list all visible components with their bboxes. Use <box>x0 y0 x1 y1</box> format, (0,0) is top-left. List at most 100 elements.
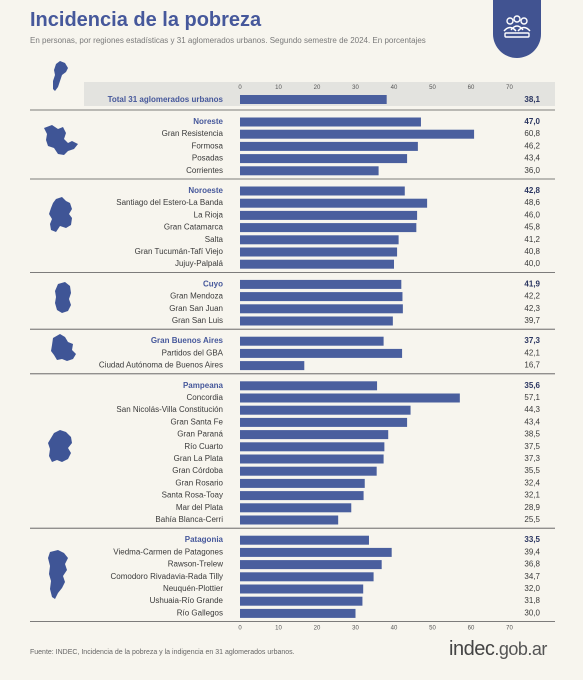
city-bar <box>240 596 363 606</box>
region-label-gran-buenos-aires: Gran Buenos Aires <box>151 336 224 345</box>
city-label: Gran San Juan <box>169 304 223 313</box>
city-label: Gran Paraná <box>177 430 223 439</box>
city-label: San Nicolás-Villa Constitución <box>116 405 223 414</box>
region-bar-cuyo <box>240 279 402 289</box>
city-value: 60,8 <box>524 129 540 138</box>
city-label: La Rioja <box>194 210 224 219</box>
city-bar <box>240 405 411 415</box>
city-value: 37,3 <box>524 454 540 463</box>
city-bar <box>240 393 460 403</box>
gba-map-icon <box>51 334 76 361</box>
city-label: Viedma-Carmen de Patagones <box>113 547 223 556</box>
cuyo-map-icon <box>55 282 71 313</box>
region-bar-gran-buenos-aires <box>240 336 384 346</box>
city-bar <box>240 572 374 582</box>
city-value: 44,3 <box>524 405 540 414</box>
top-axis-tick-50: 50 <box>429 85 436 91</box>
city-bar <box>240 223 417 233</box>
city-bar <box>240 304 403 314</box>
bottom-axis-tick-20: 20 <box>314 626 321 632</box>
region-label-cuyo: Cuyo <box>203 279 223 288</box>
city-value: 41,2 <box>524 235 540 244</box>
city-label: Corrientes <box>186 166 223 175</box>
city-bar <box>240 198 428 208</box>
city-label: Formosa <box>191 141 223 150</box>
city-bar <box>240 442 385 452</box>
city-label: Gran Resistencia <box>162 129 224 138</box>
source-note: Fuente: INDEC, Incidencia de la pobreza … <box>30 649 295 656</box>
city-value: 43,4 <box>524 417 540 426</box>
city-bar <box>240 560 382 570</box>
city-value: 40,8 <box>524 247 540 256</box>
logo-suffix: .gob.ar <box>494 639 547 659</box>
region-value-cuyo: 41,9 <box>524 279 540 288</box>
city-value: 57,1 <box>524 393 540 402</box>
city-label: Santa Rosa-Toay <box>162 491 223 500</box>
city-value: 42,1 <box>524 348 540 357</box>
region-bar-patagonia <box>240 535 369 545</box>
city-value: 28,9 <box>524 503 540 512</box>
city-label: Bahía Blanca-Cerri <box>155 515 223 524</box>
city-label: Partidos del GBA <box>162 348 224 357</box>
bottom-axis-tick-60: 60 <box>468 626 475 632</box>
city-bar <box>240 491 364 501</box>
region-bar-noreste <box>240 117 421 127</box>
city-value: 31,8 <box>524 596 540 605</box>
city-value: 32,0 <box>524 584 540 593</box>
city-value: 48,6 <box>524 198 540 207</box>
top-axis-tick-0: 0 <box>238 85 242 91</box>
city-label: Posadas <box>192 154 223 163</box>
city-label: Ciudad Autónoma de Buenos Aires <box>99 361 223 370</box>
city-label: Gran Tucumán-Tafí Viejo <box>135 247 224 256</box>
city-label: Comodoro Rivadavia-Rada Tilly <box>111 572 224 581</box>
city-value: 42,2 <box>524 292 540 301</box>
city-bar <box>240 608 356 618</box>
city-label: Gran San Luis <box>172 316 223 325</box>
city-bar <box>240 166 379 176</box>
city-bar <box>240 129 475 139</box>
region-value-noreste: 47,0 <box>524 117 540 126</box>
region-value-gran-buenos-aires: 37,3 <box>524 336 540 345</box>
city-bar <box>240 292 403 302</box>
city-label: Neuquén-Plottier <box>163 584 223 593</box>
city-label: Gran Mendoza <box>170 292 223 301</box>
bottom-axis-tick-40: 40 <box>391 626 398 632</box>
city-bar <box>240 247 398 257</box>
region-bar-noroeste <box>240 186 405 196</box>
page-title: Incidencia de la pobreza <box>30 9 262 31</box>
city-bar <box>240 417 408 427</box>
city-value: 46,2 <box>524 141 540 150</box>
city-label: Gran La Plata <box>174 454 224 463</box>
bottom-axis-tick-30: 30 <box>352 626 359 632</box>
city-bar <box>240 430 389 440</box>
page-subtitle: En personas, por regiones estadísticas y… <box>30 36 426 45</box>
city-bar <box>240 547 392 557</box>
region-label-noreste: Noreste <box>193 117 223 126</box>
bottom-axis-tick-50: 50 <box>429 626 436 632</box>
city-value: 16,7 <box>524 361 540 370</box>
city-label: Gran Rosario <box>175 478 223 487</box>
city-label: Salta <box>205 235 224 244</box>
logo-main: indec <box>449 638 495 660</box>
city-label: Concordia <box>187 393 224 402</box>
total-value: 38,1 <box>524 95 540 104</box>
total-bar <box>240 95 387 104</box>
city-value: 30,0 <box>524 608 540 617</box>
city-value: 35,5 <box>524 466 540 475</box>
top-axis-tick-70: 70 <box>506 85 513 91</box>
people-icon <box>503 15 531 38</box>
city-bar <box>240 361 305 371</box>
city-bar <box>240 316 393 326</box>
city-value: 36,8 <box>524 560 540 569</box>
city-bar <box>240 210 418 220</box>
bottom-axis-tick-70: 70 <box>506 626 513 632</box>
city-value: 38,5 <box>524 430 540 439</box>
city-bar <box>240 141 418 151</box>
city-label: Jujuy-Palpalá <box>175 259 224 268</box>
pampeana-map-icon <box>48 430 72 462</box>
city-label: Santiago del Estero-La Banda <box>116 198 223 207</box>
city-value: 34,7 <box>524 572 540 581</box>
city-label: Rawson-Trelew <box>168 560 223 569</box>
top-axis-tick-10: 10 <box>275 85 282 91</box>
city-value: 45,8 <box>524 223 540 232</box>
